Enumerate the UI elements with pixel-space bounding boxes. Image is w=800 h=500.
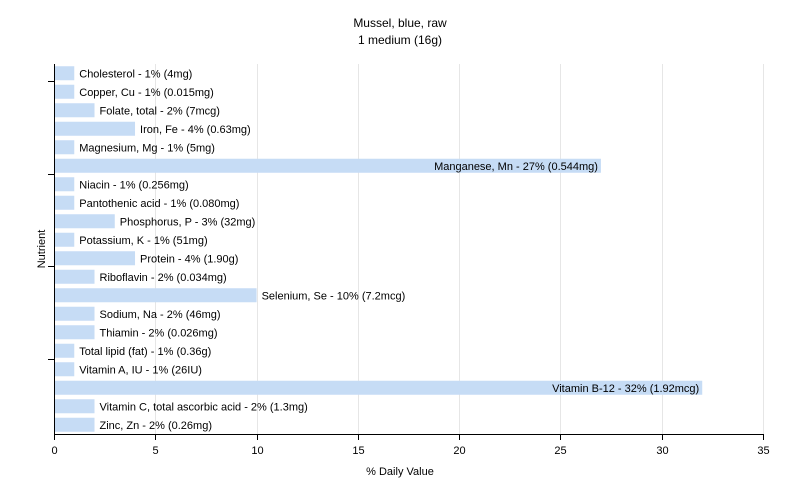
gridlines bbox=[155, 64, 764, 434]
bar bbox=[55, 103, 95, 118]
bar-label: Iron, Fe - 4% (0.63mg) bbox=[140, 124, 251, 136]
bar bbox=[55, 158, 601, 173]
bar-label: Manganese, Mn - 27% (0.544mg) bbox=[434, 161, 598, 173]
bar-label: Pantothenic acid - 1% (0.080mg) bbox=[79, 198, 239, 210]
bar-label: Thiamin - 2% (0.026mg) bbox=[100, 327, 218, 339]
bar bbox=[55, 306, 95, 321]
bar bbox=[55, 325, 95, 340]
bar bbox=[55, 343, 75, 358]
bars: Cholesterol - 1% (4mg) Copper, Cu - 1% (0… bbox=[55, 66, 703, 432]
bar-label: Folate, total - 2% (7mcg) bbox=[100, 105, 220, 117]
bar-label: Magnesium, Mg - 1% (5mg) bbox=[79, 142, 215, 154]
bar-label: Zinc, Zn - 2% (0.26mg) bbox=[100, 420, 212, 432]
bar bbox=[55, 177, 75, 192]
bar bbox=[55, 269, 95, 284]
bar bbox=[55, 417, 95, 432]
bar-label: Vitamin C, total ascorbic acid - 2% (1.3… bbox=[100, 401, 308, 413]
bar-label: Potassium, K - 1% (51mg) bbox=[79, 235, 207, 247]
bar-label: Niacin - 1% (0.256mg) bbox=[79, 179, 188, 191]
x-tick-label: 5 bbox=[152, 445, 158, 457]
x-axis-label: % Daily Value bbox=[366, 466, 434, 478]
x-tick-label: 15 bbox=[352, 445, 364, 457]
bar bbox=[55, 288, 257, 303]
bar bbox=[55, 362, 75, 377]
bar-label: Vitamin A, IU - 1% (26IU) bbox=[79, 364, 202, 376]
bar bbox=[55, 380, 703, 395]
bar-label: Cholesterol - 1% (4mg) bbox=[79, 68, 192, 80]
bar bbox=[55, 232, 75, 247]
bar-label: Sodium, Na - 2% (46mg) bbox=[100, 309, 221, 321]
bar bbox=[55, 214, 115, 229]
bar-label: Riboflavin - 2% (0.034mg) bbox=[100, 272, 227, 284]
bar bbox=[55, 140, 75, 155]
chart-subtitle: 1 medium (16g) bbox=[357, 33, 443, 47]
bar bbox=[55, 121, 136, 136]
bar bbox=[55, 399, 95, 414]
x-ticks: 0 5 10 15 20 25 30 35 bbox=[51, 434, 770, 457]
bar-label: Total lipid (fat) - 1% (0.36g) bbox=[79, 346, 211, 358]
bar-label: Protein - 4% (1.90g) bbox=[140, 253, 238, 265]
x-tick-label: 10 bbox=[251, 445, 263, 457]
x-tick-label: 30 bbox=[656, 445, 668, 457]
axes bbox=[48, 64, 764, 435]
x-tick-label: 25 bbox=[554, 445, 566, 457]
x-tick-label: 0 bbox=[51, 445, 57, 457]
bar bbox=[55, 195, 75, 210]
bar-label: Vitamin B-12 - 32% (1.92mcg) bbox=[552, 383, 699, 395]
bar-label: Copper, Cu - 1% (0.015mg) bbox=[79, 87, 214, 99]
bar bbox=[55, 251, 136, 266]
bar bbox=[55, 66, 75, 81]
x-tick-label: 20 bbox=[453, 445, 465, 457]
bar-label: Selenium, Se - 10% (7.2mcg) bbox=[262, 290, 406, 302]
x-tick-label: 35 bbox=[757, 445, 769, 457]
bar-label: Phosphorus, P - 3% (32mg) bbox=[120, 216, 256, 228]
y-axis-label: Nutrient bbox=[36, 229, 48, 269]
bar bbox=[55, 84, 75, 99]
chart-title: Mussel, blue, raw bbox=[353, 16, 447, 30]
